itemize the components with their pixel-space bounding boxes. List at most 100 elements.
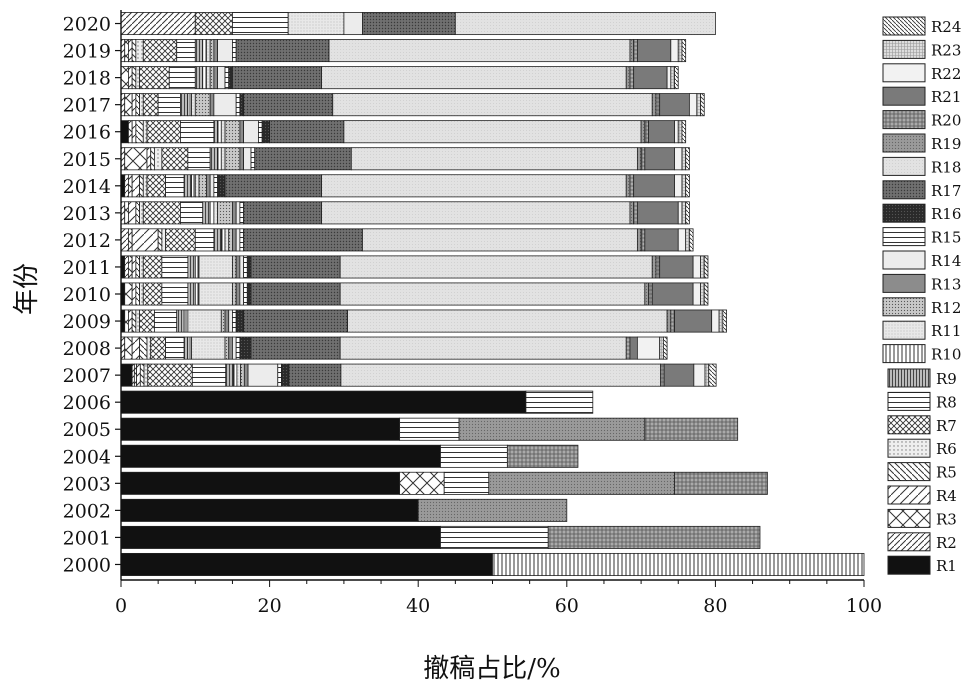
bar-2008-R6 (146, 336, 152, 360)
bar-2018-R18 (321, 66, 627, 90)
bar-2010-R19 (644, 282, 649, 306)
bar-2008-R4 (131, 336, 140, 360)
y-tick-label-2009: 2009 (63, 311, 111, 333)
bar-2005-R1 (120, 417, 401, 441)
y-tick-label-2016: 2016 (63, 122, 111, 144)
legend-swatch-R6 (887, 438, 931, 458)
bar-2012-R3 (128, 228, 133, 252)
bar-2015-R14 (243, 147, 252, 171)
x-axis: 0 20 40 60 80 100 (115, 579, 882, 617)
bar-2018-R13 (213, 66, 218, 90)
bar-2013-R18 (321, 201, 631, 225)
bar-2012-R19 (636, 228, 642, 252)
bar-2016-R24 (681, 120, 687, 144)
bar-2019-R21 (636, 39, 672, 63)
bar-2006-R1 (120, 390, 527, 414)
bar-2008-R23 (659, 336, 664, 360)
legend-item-R12: R12 (882, 297, 961, 317)
bar-2017-R7 (142, 93, 159, 117)
bar-2002-R1 (120, 498, 419, 522)
legend-item-R7: R7 (887, 415, 957, 435)
legend-swatch-R22 (882, 63, 926, 83)
bar-2014-R16 (217, 174, 226, 198)
y-axis: 2000 2001 2002 2003 2004 2005 2006 2007 2008 2009… (63, 10, 122, 580)
bar-2019-R4 (128, 39, 133, 63)
bar-2012-R6 (161, 228, 166, 252)
bar-2008-R7 (150, 336, 166, 360)
bar-2007-R5 (139, 363, 145, 387)
bar-2018-R22 (666, 66, 672, 90)
bar-2018-R20 (629, 66, 635, 90)
bar-2008-R9 (183, 336, 189, 360)
legend-item-R23: R23 (882, 39, 961, 59)
bar-2017-R18 (332, 93, 653, 117)
bar-2000-R1 (120, 552, 493, 576)
bar-2015-R9 (209, 147, 218, 171)
bar-2011-R18 (339, 255, 653, 279)
bar-2007-R13 (243, 363, 249, 387)
bar-2016-R3 (128, 120, 133, 144)
bar-2017-R12 (194, 93, 211, 117)
legend-swatch-R13 (882, 273, 926, 293)
bar-2014-R7 (146, 174, 166, 198)
bar-2014-R20 (629, 174, 635, 198)
bar-2009-R4 (128, 309, 133, 333)
bar-2012-R12 (228, 228, 233, 252)
bar-2014-R2 (124, 174, 129, 198)
bar-2015-R5 (150, 147, 155, 171)
bar-2009-R22 (711, 309, 720, 333)
bar-2020-R18 (454, 12, 716, 36)
legend-swatch-R11 (882, 320, 926, 340)
bar-2009-R14 (228, 309, 233, 333)
y-tick-label-2012: 2012 (63, 230, 111, 252)
legend-item-R5: R5 (887, 462, 957, 482)
x-tick-label-100: 100 (846, 595, 882, 617)
legend-item-R9: R9 (887, 368, 957, 388)
bar-2013-R19 (629, 201, 635, 225)
bar-2012-R8 (194, 228, 215, 252)
bar-2017-R16 (239, 93, 244, 117)
bar-2010-R11 (198, 282, 233, 306)
bar-2009-R18 (347, 309, 668, 333)
bar-2007-R18 (340, 363, 661, 387)
bar-2008-R20 (625, 336, 631, 360)
bar-2017-R17 (243, 93, 334, 117)
bar-2015-R23 (681, 147, 687, 171)
bar-2010-R14 (239, 282, 244, 306)
bar-2016-R21 (648, 120, 675, 144)
bar-2013-R13 (232, 201, 237, 225)
bar-2013-R3 (124, 201, 129, 225)
bar-2014-R11 (194, 174, 200, 198)
legend-swatch-R9 (887, 368, 931, 388)
bar-2009-R5 (131, 309, 137, 333)
bar-2018-R21 (633, 66, 668, 90)
legend-item-R11: R11 (882, 320, 961, 340)
bar-2016-R8 (180, 120, 215, 144)
bar-2011-R21 (659, 255, 694, 279)
bar-2016-R5 (135, 120, 144, 144)
bar-2009-R13 (224, 309, 230, 333)
bar-2007-R11 (236, 363, 242, 387)
bar-2016-R17 (269, 120, 345, 144)
bar-2009-R19 (666, 309, 672, 333)
bar-2020-R7 (194, 12, 233, 36)
bar-2018-R14 (217, 66, 226, 90)
bar-2011-R14 (239, 255, 244, 279)
bar-2020-R2 (120, 12, 196, 36)
bar-2019-R17 (235, 39, 330, 63)
y-tick-label-2003: 2003 (63, 473, 111, 495)
x-tick-label-20: 20 (258, 595, 282, 617)
bar-2018-R3 (120, 66, 129, 90)
bar-2011-R23 (700, 255, 705, 279)
bar-2011-R12 (232, 255, 237, 279)
bar-2007-R21 (663, 363, 695, 387)
bar-2011-R8 (161, 255, 189, 279)
y-tick-label-2020: 2020 (63, 14, 111, 36)
x-tick-label-60: 60 (555, 595, 579, 617)
legend-swatch-R17 (882, 180, 926, 200)
bar-2014-R15 (213, 174, 218, 198)
bar-2012-R11 (224, 228, 230, 252)
bar-2013-R12 (217, 201, 233, 225)
bar-2017-R14 (213, 93, 237, 117)
legend-swatch-R1 (887, 555, 931, 575)
